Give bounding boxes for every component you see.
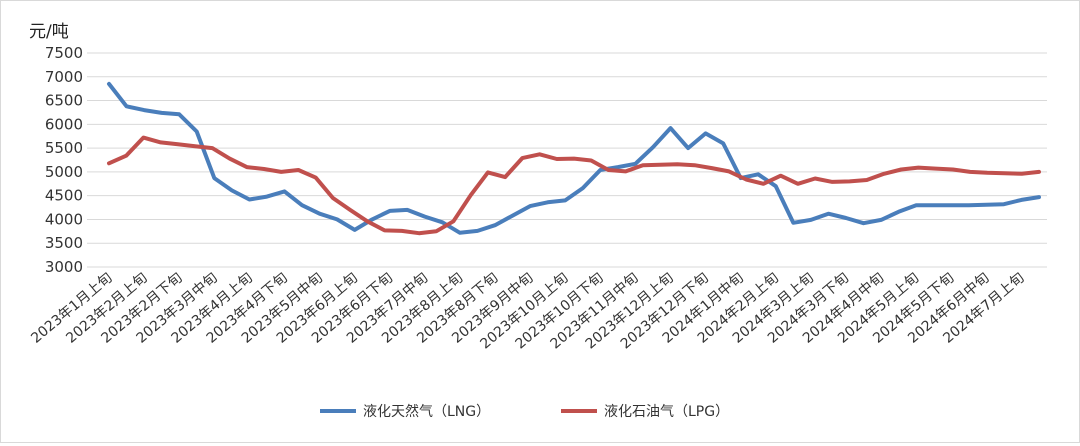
y-tick-label: 3000 — [45, 258, 83, 276]
y-tick-label: 6000 — [45, 115, 83, 133]
series-lines — [107, 81, 1041, 236]
y-tick-label: 7500 — [45, 44, 83, 62]
legend-label-lng: 液化天然气（LNG） — [363, 403, 490, 420]
gridlines — [87, 52, 1047, 268]
x-axis-ticks: 2023年1月上旬2023年2月上旬2023年2月下旬2023年3月中旬2023… — [28, 270, 1027, 353]
legend-label-lpg: 液化石油气（LPG） — [604, 404, 729, 420]
legend: 液化天然气（LNG） 液化石油气（LPG） — [320, 403, 729, 420]
y-tick-label: 4500 — [45, 187, 83, 205]
y-axis-unit: 元/吨 — [29, 22, 69, 42]
y-tick-label: 4000 — [45, 210, 83, 228]
y-tick-label: 5500 — [45, 139, 83, 157]
series-line-lng — [107, 81, 1041, 235]
y-tick-label: 7000 — [45, 68, 83, 86]
y-axis-ticks: 3000 3500 4000 4500 5000 5500 6000 6500 7000 7500 — [45, 44, 83, 276]
y-tick-label: 6500 — [45, 92, 83, 110]
y-tick-label: 3500 — [45, 234, 83, 252]
series-line-lpg — [107, 135, 1041, 236]
y-tick-label: 5000 — [45, 163, 83, 181]
